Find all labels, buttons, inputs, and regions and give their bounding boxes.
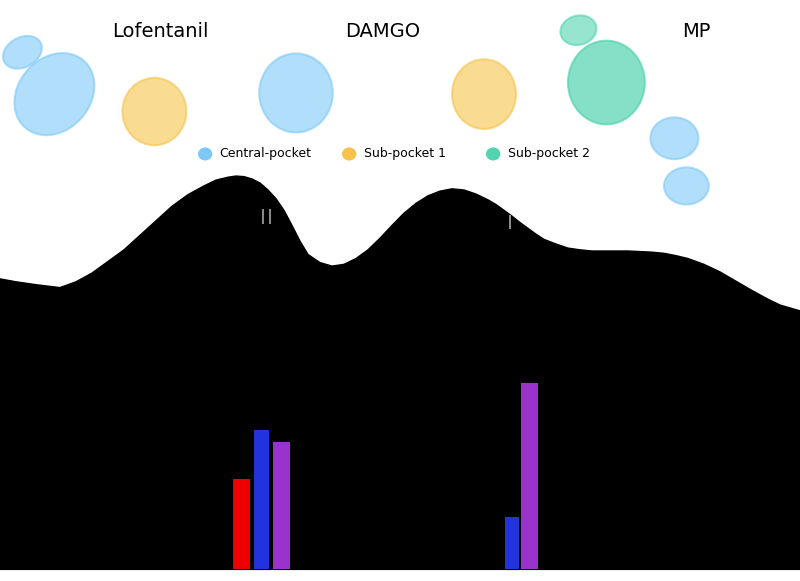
Ellipse shape: [122, 78, 186, 145]
Text: MP: MP: [682, 23, 710, 41]
Polygon shape: [0, 176, 800, 569]
Bar: [505, 517, 519, 569]
Ellipse shape: [198, 148, 213, 160]
Bar: [254, 430, 269, 569]
Text: Central-pocket: Central-pocket: [219, 148, 312, 160]
Bar: [233, 479, 250, 569]
Bar: [273, 442, 290, 569]
Ellipse shape: [14, 53, 94, 135]
Ellipse shape: [3, 36, 42, 69]
Ellipse shape: [259, 53, 333, 132]
Ellipse shape: [342, 148, 357, 160]
Ellipse shape: [560, 15, 597, 45]
Ellipse shape: [650, 117, 698, 159]
Ellipse shape: [452, 59, 516, 129]
Text: Sub-pocket 1: Sub-pocket 1: [363, 148, 446, 160]
Ellipse shape: [568, 41, 645, 124]
Ellipse shape: [664, 167, 709, 205]
Ellipse shape: [486, 148, 501, 160]
Bar: [521, 383, 538, 569]
Text: Sub-pocket 2: Sub-pocket 2: [507, 148, 590, 160]
Text: Lofentanil: Lofentanil: [112, 23, 208, 41]
Text: DAMGO: DAMGO: [345, 23, 420, 41]
